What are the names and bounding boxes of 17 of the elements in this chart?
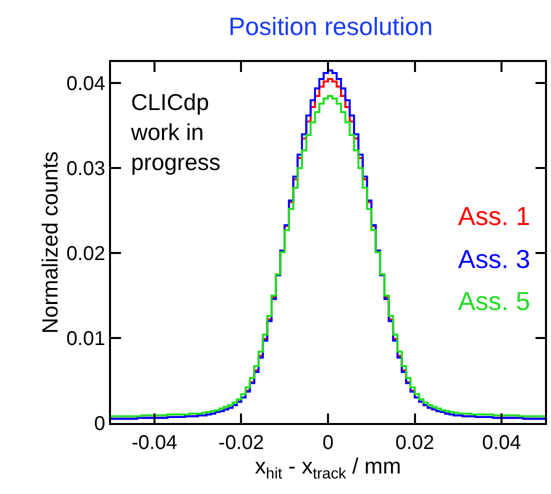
text: Ass. 3: [458, 244, 530, 274]
text: Ass. 5: [458, 286, 530, 316]
text: Ass. 1: [458, 201, 530, 231]
y-axis-title: Normalized counts: [38, 151, 63, 334]
x-tick-label: 0.04: [482, 432, 522, 454]
y-tick-label: 0.02: [66, 243, 106, 266]
x-tick-label: -0.02: [218, 432, 264, 454]
x-tick-label: -0.04: [132, 432, 178, 454]
y-tick-label: 0.03: [66, 158, 106, 180]
y-tick-label: 0: [94, 413, 106, 435]
annotation: CLICdp work in progress: [130, 89, 220, 175]
y-tick-label: 0.01: [66, 328, 106, 350]
chart-title: Position resolution: [228, 12, 433, 41]
y-tick-label: 0.04: [66, 73, 106, 96]
x-axis-title: x$_{hit}$ - x$_{track}$ / mm: [254, 454, 402, 482]
x-tick-label: 0: [322, 432, 334, 454]
x-tick-label: 0.02: [395, 432, 434, 454]
